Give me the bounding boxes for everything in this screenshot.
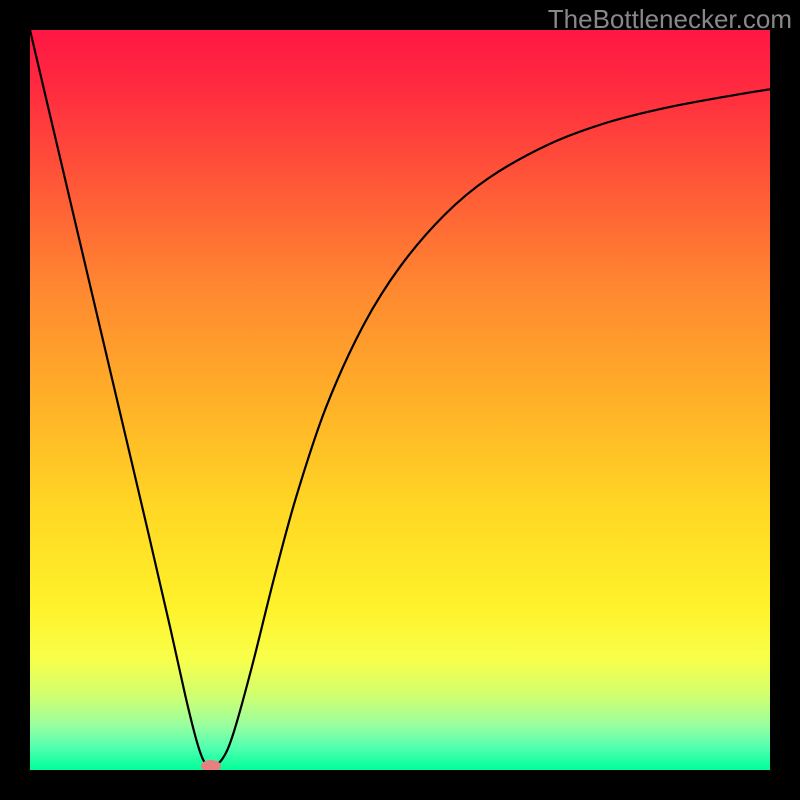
chart-container: TheBottlenecker.com [0, 0, 800, 800]
bottleneck-curve [30, 30, 770, 770]
optimal-point-marker [201, 760, 221, 770]
watermark-text[interactable]: TheBottlenecker.com [548, 4, 792, 35]
plot-area [30, 30, 770, 770]
